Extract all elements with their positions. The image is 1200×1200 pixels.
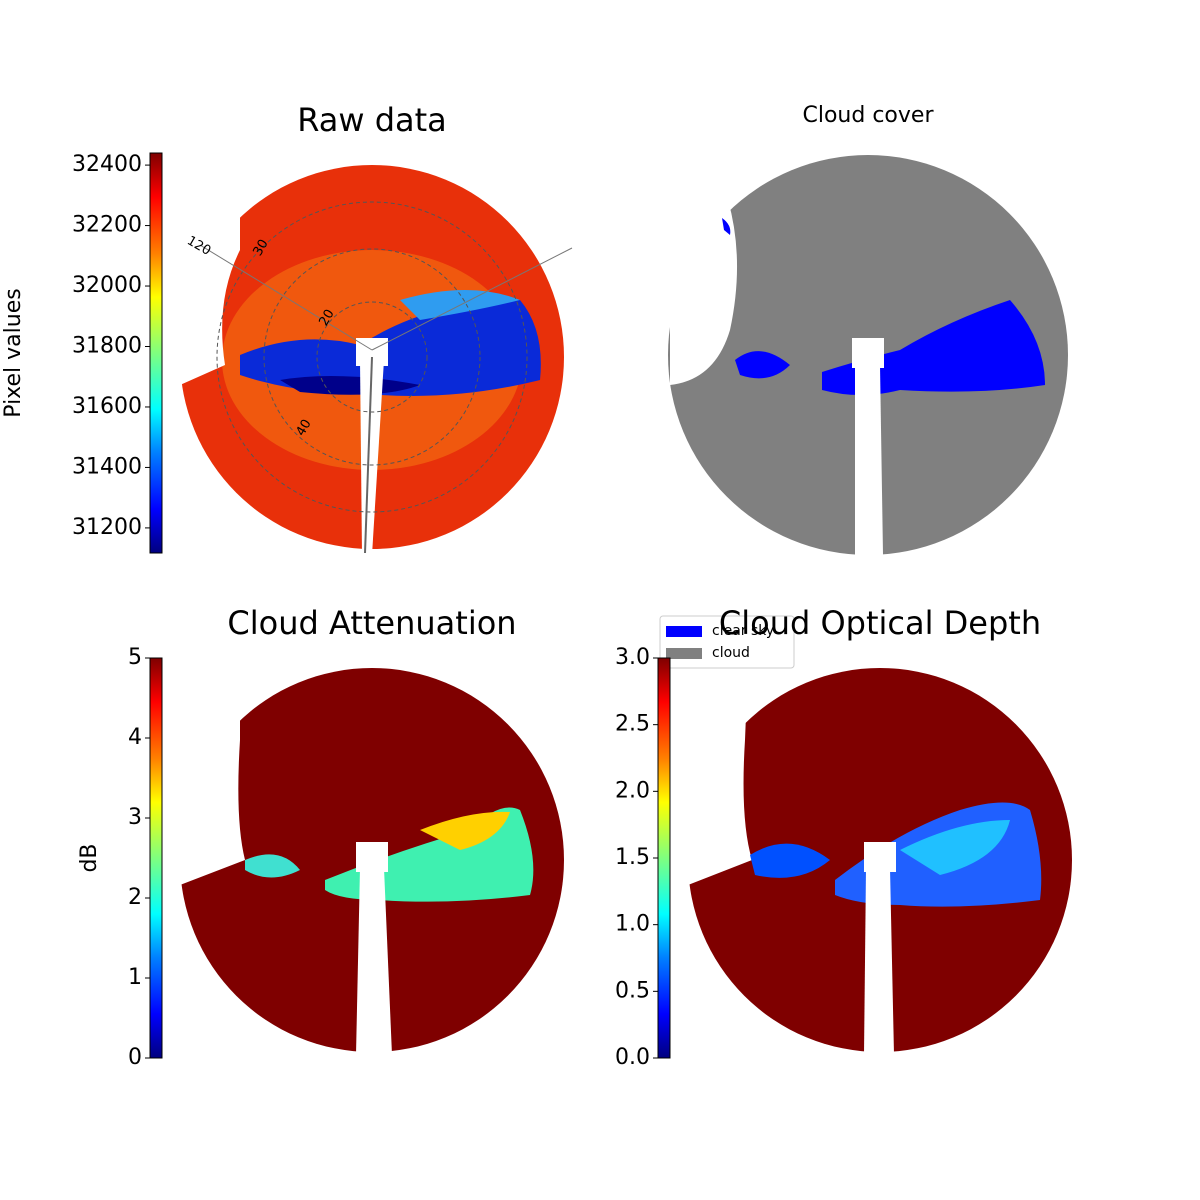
colorbar-tick-label: 32200 (72, 213, 142, 238)
colorbar-tick-label: 32400 (72, 152, 142, 177)
panel-title: Cloud Optical Depth (719, 604, 1041, 642)
legend-swatch (666, 648, 702, 659)
colorbar-label: dB (77, 843, 102, 872)
colorbar-tick-label: 31800 (72, 333, 142, 358)
colorbar-tick-label: 2 (128, 885, 142, 910)
optical-depth-image (688, 665, 1072, 1055)
colorbar-tick-label: 0.5 (615, 978, 650, 1003)
colorbar-tick-label: 31400 (72, 454, 142, 479)
colorbar-tick-label: 32000 (72, 273, 142, 298)
legend-label: clear sky (712, 623, 774, 639)
panel-title: Raw data (297, 101, 447, 139)
cloud-cover-image (668, 155, 1068, 555)
colorbar-tick-label: 2.0 (615, 778, 650, 803)
polar-label: 40 (294, 417, 315, 439)
colorbar (657, 657, 671, 1059)
legend-swatch (666, 626, 702, 637)
legend-label: cloud (712, 645, 750, 661)
panel-title: Cloud cover (803, 103, 935, 128)
colorbar-tick-label: 1 (128, 965, 142, 990)
colorbar (149, 152, 163, 554)
colorbar-tick-label: 1.0 (615, 912, 650, 937)
polar-label: 30 (251, 237, 272, 259)
colorbar-tick-label: 3 (128, 805, 142, 830)
colorbar-tick-label: 0 (128, 1045, 142, 1070)
colorbar-label: Pixel values (1, 288, 26, 417)
colorbar-tick-label: 31600 (72, 394, 142, 419)
colorbar-tick-label: 4 (128, 725, 142, 750)
attenuation-image (180, 665, 564, 1055)
colorbar-tick-label: 0.0 (615, 1045, 650, 1070)
panel-title: Cloud Attenuation (227, 604, 516, 642)
colorbar-tick-label: 3.0 (615, 645, 650, 670)
colorbar-tick-label: 2.5 (615, 712, 650, 737)
colorbar-tick-label: 1.5 (615, 845, 650, 870)
colorbar (149, 657, 163, 1059)
colorbar-tick-label: 5 (128, 645, 142, 670)
colorbar-tick-label: 31200 (72, 515, 142, 540)
raw-image (180, 165, 573, 555)
polar-label: 20 (317, 307, 338, 329)
